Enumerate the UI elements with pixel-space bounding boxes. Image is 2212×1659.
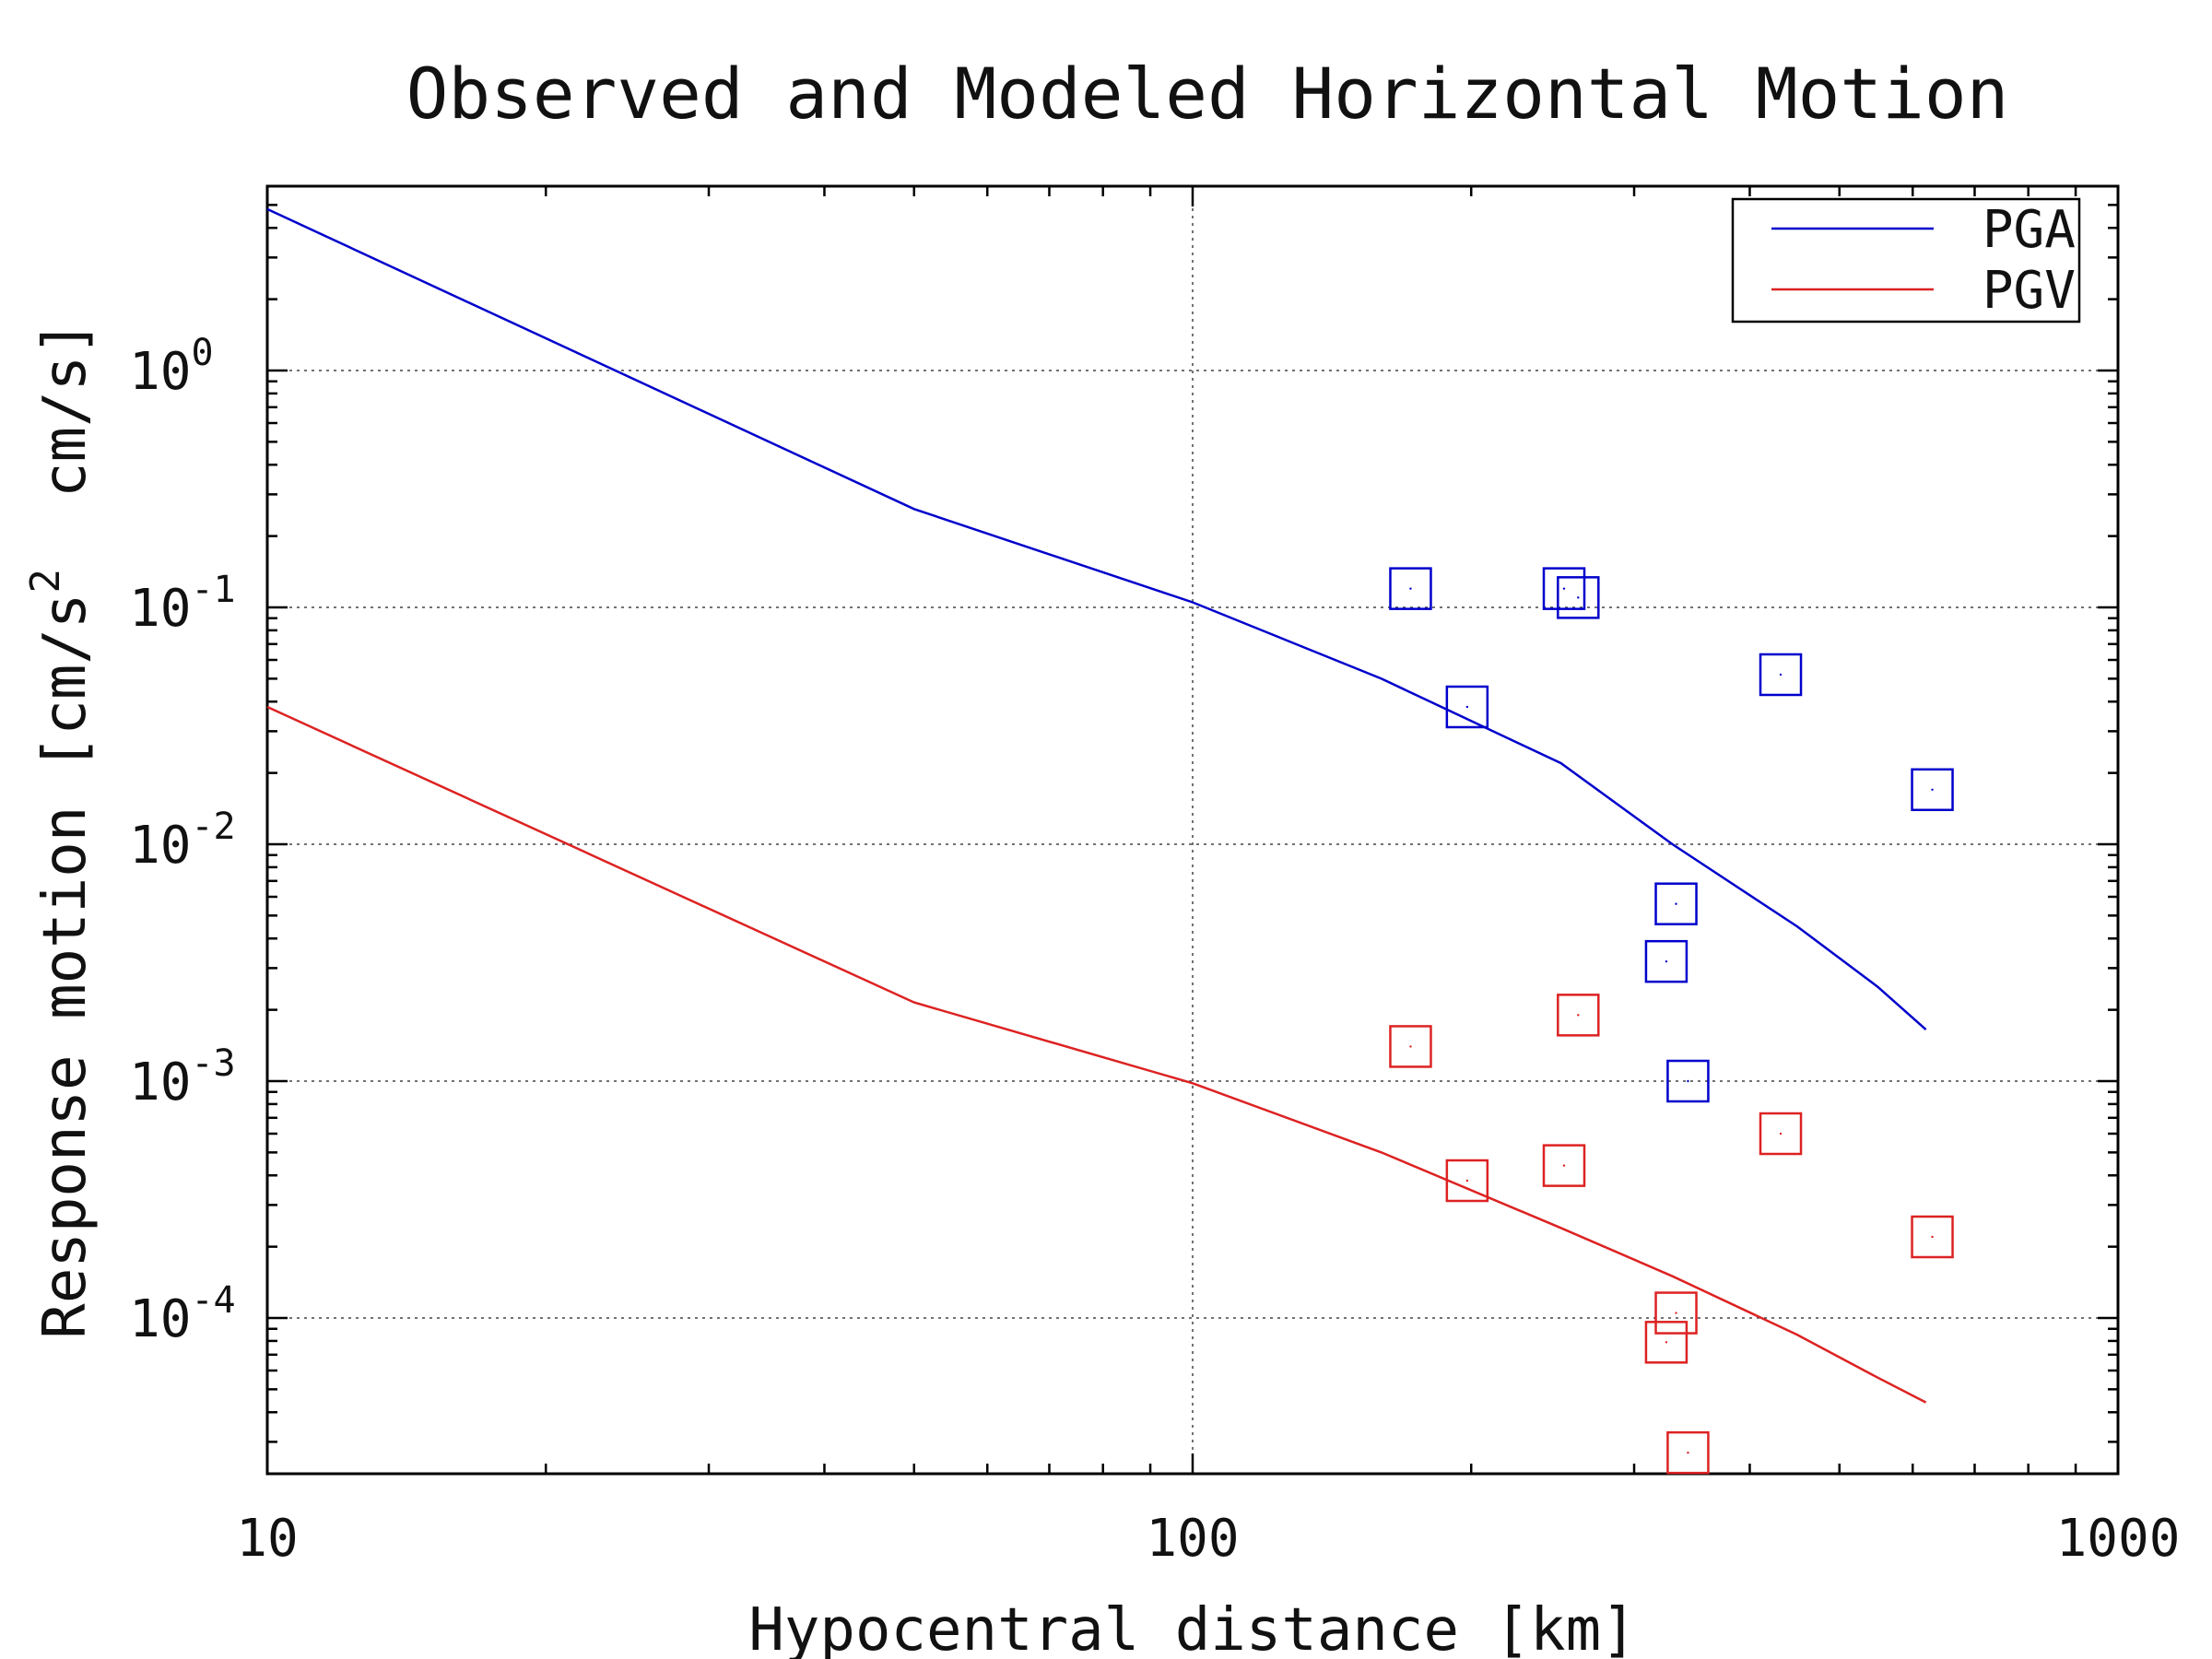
y-axis-label-superscript: 2 — [22, 569, 69, 594]
chart-title: Observed and Modeled Horizontal Motion — [406, 53, 2009, 135]
pgv-observed-point — [1445, 1159, 1489, 1203]
pga-observed-point — [1911, 768, 1954, 812]
pga-observed-point-center — [1562, 587, 1566, 590]
pga-observed-point-center — [1675, 902, 1677, 905]
grid-lines — [267, 186, 2118, 1474]
data-series — [266, 207, 1954, 1475]
y-tick-label: 10-2 — [129, 806, 236, 876]
y-tick-label-base: 10 — [129, 1289, 191, 1349]
pgv-observed-point — [1389, 1025, 1432, 1068]
pgv-observed-point-center — [1687, 1451, 1689, 1454]
x-tick-label: 1000 — [2056, 1509, 2181, 1569]
y-tick-label: 10-3 — [129, 1042, 236, 1112]
legend: PGA PGV — [1731, 197, 2081, 324]
pgv-observed-point — [1759, 1112, 1803, 1156]
pgv-observed-point-center — [1465, 1179, 1469, 1182]
legend-pga-label: PGA — [1983, 200, 2076, 260]
pgv-observed-point-center — [1409, 1045, 1412, 1048]
pgv-observed-point-center — [1779, 1132, 1783, 1135]
legend-pgv-label: PGV — [1983, 261, 2076, 321]
x-tick-labels: 10 100 1000 — [236, 1509, 2180, 1569]
pga-observed-point — [1445, 685, 1489, 729]
x-tick-label: 100 — [1146, 1509, 1239, 1569]
pgv-observed-point-center — [1562, 1164, 1566, 1167]
y-tick-label-base: 10 — [129, 1053, 191, 1112]
pga-observed-point-center — [1665, 959, 1668, 963]
y-tick-label-base: 10 — [129, 579, 191, 639]
y-tick-label: 100 — [129, 332, 214, 402]
plot-frame — [265, 184, 2120, 1476]
pgv-observed-point — [1666, 1430, 1710, 1475]
y-tick-label-exponent: -3 — [191, 1042, 235, 1085]
pga-observed-point — [1654, 882, 1698, 925]
y-axis-label: Response motion [cm/s2 cm/s] — [22, 320, 100, 1338]
pga-observed-point — [1542, 567, 1586, 610]
pgv-observed-point-center — [1665, 1341, 1668, 1344]
pgv-observed-point — [1557, 994, 1600, 1037]
pgv-observed-point-center — [1675, 1312, 1677, 1314]
pga-observed-point-center — [1409, 587, 1412, 590]
y-tick-label-exponent: -4 — [191, 1279, 235, 1322]
pga-model-line — [266, 207, 1927, 1031]
x-axis-label: Hypocentral distance [km] — [748, 1596, 1636, 1659]
y-tick-label-base: 10 — [129, 816, 191, 876]
y-tick-label-exponent: 0 — [191, 332, 213, 374]
y-tick-label: 10-4 — [129, 1279, 236, 1349]
pga-observed-point — [1389, 567, 1432, 610]
legend-box — [1731, 197, 2081, 324]
pga-observed-point — [1666, 1059, 1710, 1103]
pga-observed-point — [1557, 576, 1600, 619]
pgv-observed-point — [1542, 1144, 1586, 1187]
pga-observed-point-center — [1931, 788, 1934, 791]
y-tick-label-base: 10 — [129, 342, 191, 402]
pga-observed-point — [1759, 653, 1803, 697]
y-tick-label-exponent: -1 — [191, 569, 235, 611]
pga-observed-point-center — [1779, 673, 1783, 677]
y-axis-label-part2: cm/s] — [31, 320, 100, 569]
y-axis-label-part1: Response motion [cm/s — [31, 594, 100, 1339]
pga-observed-point-center — [1577, 596, 1580, 599]
y-tick-label-exponent: -2 — [191, 806, 235, 848]
pgv-observed-point-center — [1577, 1014, 1580, 1017]
pgv-observed-point — [1654, 1291, 1698, 1335]
pga-observed-point-center — [1465, 705, 1469, 709]
pga-observed-point — [1644, 939, 1688, 983]
x-tick-label: 10 — [236, 1509, 298, 1569]
pga-observed-point-center — [1687, 1079, 1689, 1083]
pgv-model-line — [266, 705, 1927, 1404]
pgv-observed-point — [1644, 1321, 1688, 1364]
pgv-observed-point-center — [1931, 1235, 1934, 1239]
pgv-observed-point — [1911, 1215, 1954, 1259]
y-tick-label: 10-1 — [129, 569, 236, 639]
